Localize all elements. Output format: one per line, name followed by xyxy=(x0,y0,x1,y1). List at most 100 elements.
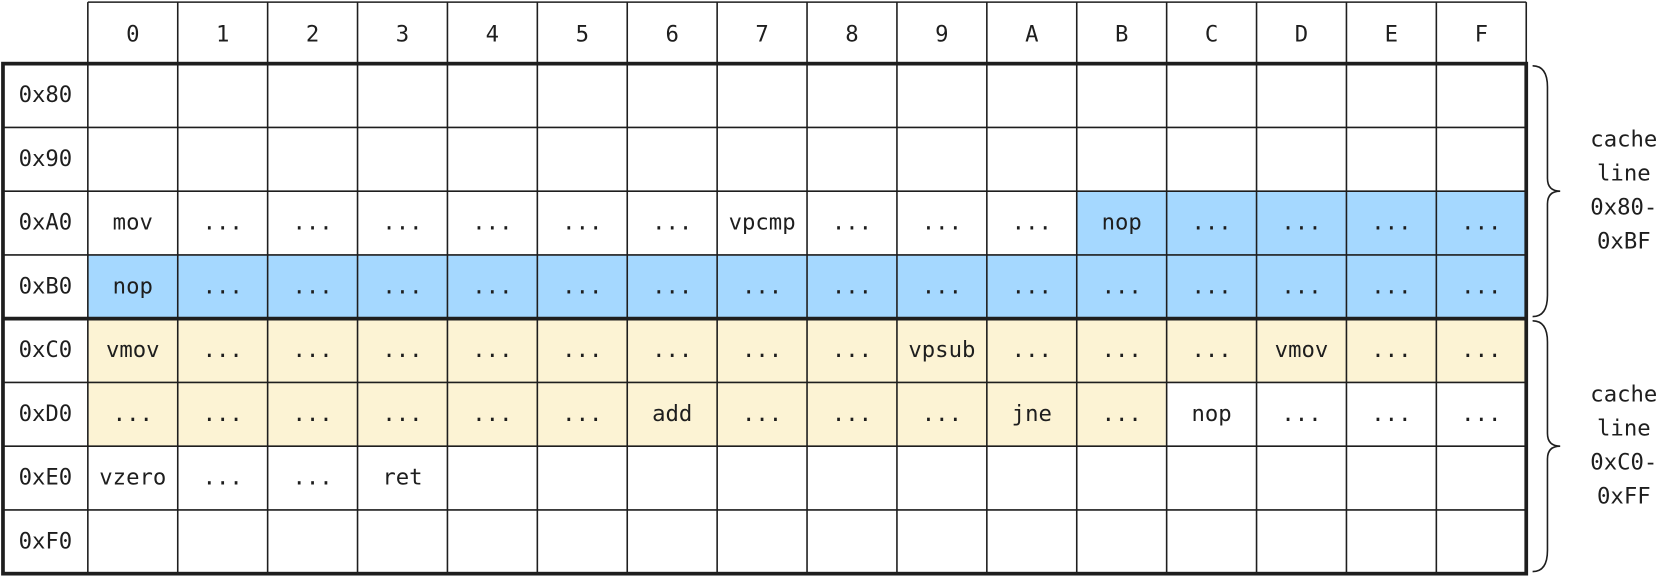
cell-highlight xyxy=(267,382,358,447)
cell-text: ... xyxy=(652,337,692,363)
cell-text: vmov xyxy=(106,337,160,363)
cell-highlight xyxy=(1166,254,1257,319)
annotation-text: cache xyxy=(1590,127,1657,153)
cell-highlight xyxy=(357,382,448,447)
annotation-text: line xyxy=(1597,161,1651,187)
column-header: 7 xyxy=(755,22,768,48)
cell-text: ... xyxy=(1371,401,1411,427)
cell-highlight xyxy=(87,254,178,319)
cell-text: ... xyxy=(1461,273,1501,299)
column-header: 1 xyxy=(216,22,229,48)
column-header: 6 xyxy=(665,22,678,48)
row-label: 0xF0 xyxy=(19,528,73,554)
cell-highlight xyxy=(87,382,178,447)
cell-highlight xyxy=(357,318,448,383)
cell-highlight xyxy=(717,382,808,447)
cell-text: ... xyxy=(1461,401,1501,427)
row-label: 0xD0 xyxy=(19,401,73,427)
cell-text: mov xyxy=(113,210,153,236)
cell-highlight xyxy=(447,254,538,319)
cell-highlight xyxy=(1256,191,1347,255)
cell-highlight xyxy=(717,254,808,319)
cell-highlight xyxy=(807,382,897,447)
cell-highlight xyxy=(1346,318,1437,383)
column-header: F xyxy=(1475,22,1488,48)
cell-text: ... xyxy=(1012,273,1052,299)
column-header: E xyxy=(1385,22,1398,48)
cell-text: ... xyxy=(742,337,782,363)
cell-text: ... xyxy=(832,401,872,427)
cell-text: jne xyxy=(1012,401,1052,427)
annotation-text: 0xFF xyxy=(1597,484,1651,510)
cell-text: ... xyxy=(1461,337,1501,363)
cell-highlight xyxy=(537,318,628,383)
cell-text: ... xyxy=(1102,401,1142,427)
cell-highlight xyxy=(627,318,718,383)
cell-text: ... xyxy=(1102,273,1142,299)
cell-highlight xyxy=(717,318,808,383)
cell-text: ... xyxy=(203,337,243,363)
cell-text: vpcmp xyxy=(729,210,796,236)
cell-highlight xyxy=(177,318,268,383)
cell-text: ... xyxy=(562,210,602,236)
cell-text: ... xyxy=(922,401,962,427)
column-header: 4 xyxy=(486,22,499,48)
cell-highlight xyxy=(1256,254,1347,319)
cell-text: ... xyxy=(203,273,243,299)
column-header: 3 xyxy=(396,22,409,48)
cell-highlight xyxy=(807,318,897,383)
row-label: 0xE0 xyxy=(19,465,73,491)
cell-highlight xyxy=(537,254,628,319)
cell-highlight xyxy=(807,254,897,319)
cell-highlight xyxy=(627,254,718,319)
cell-highlight xyxy=(896,382,987,447)
row-label: 0x90 xyxy=(19,146,73,172)
column-header: A xyxy=(1025,22,1038,48)
cell-text: ... xyxy=(1371,210,1411,236)
cell-text: ... xyxy=(1371,337,1411,363)
cell-highlight xyxy=(1166,191,1257,255)
cell-text: ... xyxy=(292,465,332,491)
cell-text: ... xyxy=(1012,337,1052,363)
cell-highlight xyxy=(447,382,538,447)
cell-text: ... xyxy=(1191,337,1231,363)
brace xyxy=(1532,319,1561,573)
cell-text: ... xyxy=(292,273,332,299)
column-header: 5 xyxy=(576,22,589,48)
cell-highlight xyxy=(1346,191,1437,255)
cell-highlight xyxy=(986,254,1077,319)
cell-text: ... xyxy=(1281,401,1321,427)
cell-text: add xyxy=(652,401,692,427)
annotation-text: 0xBF xyxy=(1597,229,1651,255)
cell-text: ... xyxy=(1281,210,1321,236)
annotation-text: line xyxy=(1597,416,1651,442)
cell-text: ... xyxy=(742,401,782,427)
cell-text: ... xyxy=(1371,273,1411,299)
cell-text: ... xyxy=(1461,210,1501,236)
column-header: C xyxy=(1205,22,1218,48)
cell-text: ... xyxy=(382,273,422,299)
cell-highlight xyxy=(1076,382,1167,447)
cell-text: ... xyxy=(292,401,332,427)
cell-text: nop xyxy=(1102,210,1142,236)
cell-highlight xyxy=(986,382,1077,447)
cell-text: ... xyxy=(922,210,962,236)
cell-highlight xyxy=(1436,254,1527,319)
cell-highlight xyxy=(1076,254,1167,319)
cell-text: vmov xyxy=(1275,337,1329,363)
cell-text: ... xyxy=(382,337,422,363)
cell-text: ... xyxy=(292,337,332,363)
cell-text: ... xyxy=(382,210,422,236)
cell-text: ... xyxy=(472,337,512,363)
cell-highlight xyxy=(1076,191,1167,255)
cell-highlight xyxy=(87,318,178,383)
cell-text: ... xyxy=(1012,210,1052,236)
brace xyxy=(1532,64,1561,318)
row-label: 0xA0 xyxy=(19,210,73,236)
cell-text: ... xyxy=(203,401,243,427)
cell-text: ... xyxy=(922,273,962,299)
cell-text: nop xyxy=(1191,401,1231,427)
cell-text: ... xyxy=(1191,210,1231,236)
row-label: 0xB0 xyxy=(19,273,73,299)
